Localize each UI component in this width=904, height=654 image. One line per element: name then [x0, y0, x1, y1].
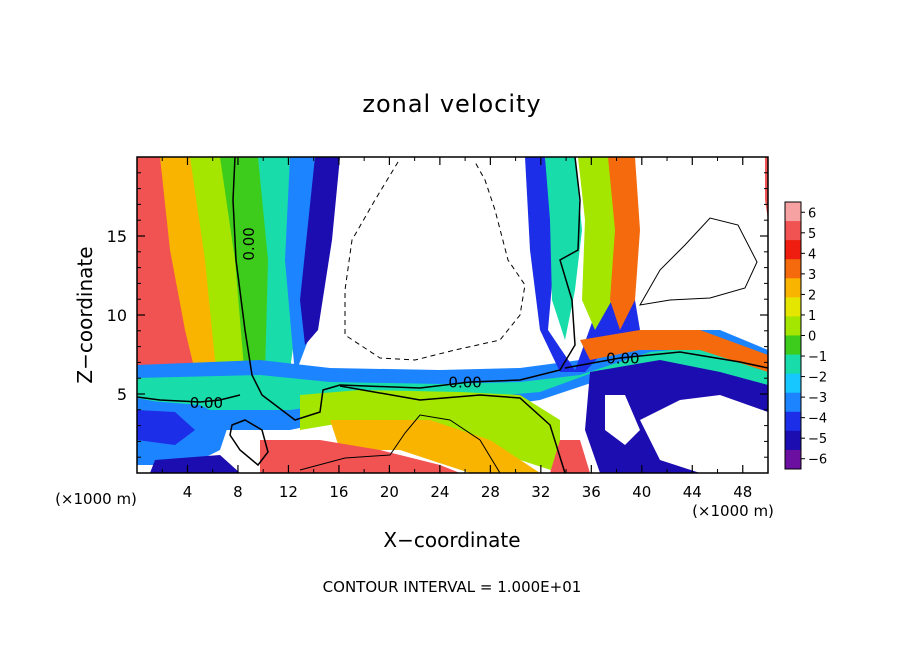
field-band: [578, 157, 618, 330]
colorbar-label: −4: [808, 412, 827, 427]
colorbar-label: 4: [808, 247, 816, 262]
field-band: [137, 410, 195, 445]
field-band: [300, 157, 340, 345]
colorbar-swatch: [785, 411, 801, 432]
colorbar-swatch: [785, 297, 801, 317]
zero-contour: [232, 157, 581, 421]
x-tick-label: 32: [531, 483, 550, 501]
colorbar-label: 0: [808, 330, 816, 345]
field-band: [580, 330, 768, 372]
thin-contour: [299, 414, 501, 473]
y-tick-label: 15: [107, 227, 127, 246]
field-band: [545, 157, 582, 340]
colorbar-label: −1: [808, 350, 827, 365]
zero-contour: [137, 394, 241, 403]
x-tick-label: 48: [733, 483, 752, 501]
field-band: [220, 157, 270, 380]
contour-interval-note: CONTOUR INTERVAL = 1.000E+01: [323, 578, 582, 596]
colorbar-swatch: [785, 335, 801, 356]
contour-lines: [137, 157, 768, 473]
colorbar-swatch: [785, 221, 801, 241]
velocity-field: [137, 157, 768, 473]
field-band: [605, 395, 640, 445]
x-tick-label: 40: [632, 483, 651, 501]
colorbar-label: −2: [808, 371, 827, 386]
zero-contour: [229, 419, 269, 467]
field-band: [550, 440, 590, 473]
colorbar: 6 5 4 3 2 1 0 −1 −2 −3 −4 −5 −6: [784, 201, 827, 470]
colorbar-swatch: [785, 430, 801, 451]
contour-label: 0.00: [448, 373, 481, 391]
x-tick-label: 4: [183, 483, 193, 501]
colorbar-swatch: [785, 373, 801, 394]
x-tick-label: 24: [430, 483, 449, 501]
contour-label: 0.00: [190, 394, 223, 412]
colorbar-label: −5: [808, 432, 827, 447]
x-axis-label: X−coordinate: [383, 528, 520, 552]
contour-label: 0.00: [606, 350, 639, 368]
zero-contour: [564, 351, 768, 369]
colorbar-swatch: [785, 240, 801, 260]
field-band: [150, 455, 240, 473]
colorbar-swatch: [785, 259, 801, 279]
colorbar-label: 2: [808, 288, 816, 303]
x-tick-label: 12: [279, 483, 298, 501]
negative-contour: [344, 161, 526, 361]
field-band: [137, 345, 768, 410]
field-band: [608, 157, 640, 330]
colorbar-label: 6: [808, 206, 816, 221]
x-unit-left: (×1000 m): [55, 490, 137, 508]
x-tick-label: 20: [380, 483, 399, 501]
y-axis: 5 10 15: [107, 172, 768, 458]
y-tick-label: 5: [117, 385, 127, 404]
contour-label: 0.00: [240, 227, 258, 260]
zero-contour: [339, 385, 566, 473]
y-axis-label: Z−coordinate: [73, 246, 97, 383]
field-band: [330, 420, 540, 473]
colorbar-swatch: [785, 316, 801, 336]
x-axis: 4 8 12 16 20 24 28 32 36 40 44 48: [161, 157, 752, 501]
colorbar-label: −3: [808, 391, 827, 406]
colorbar-swatch: [785, 354, 801, 375]
x-unit-right: (×1000 m): [692, 502, 774, 520]
thin-contour: [639, 217, 758, 306]
contour-labels: 0.00 0.00 0.00 0.00: [190, 227, 640, 412]
chart-title: zonal velocity: [362, 90, 541, 118]
x-tick-label: 36: [582, 483, 601, 501]
x-tick-label: 16: [329, 483, 348, 501]
colorbar-label: 5: [808, 227, 816, 242]
colorbar-label: 1: [808, 309, 816, 324]
colorbar-swatch: [785, 278, 801, 298]
colorbar-label: −6: [808, 453, 827, 468]
x-tick-label: 44: [683, 483, 702, 501]
colorbar-swatch: [785, 449, 801, 470]
colorbar-label: 3: [808, 268, 816, 283]
colorbar-swatch: [785, 392, 801, 413]
colorbar-swatch: [785, 202, 801, 222]
field-band: [160, 157, 228, 392]
x-tick-label: 28: [481, 483, 500, 501]
field-band: [585, 360, 768, 473]
field-band: [300, 390, 560, 473]
x-tick-label: 8: [233, 483, 243, 501]
y-tick-label: 10: [107, 306, 127, 325]
